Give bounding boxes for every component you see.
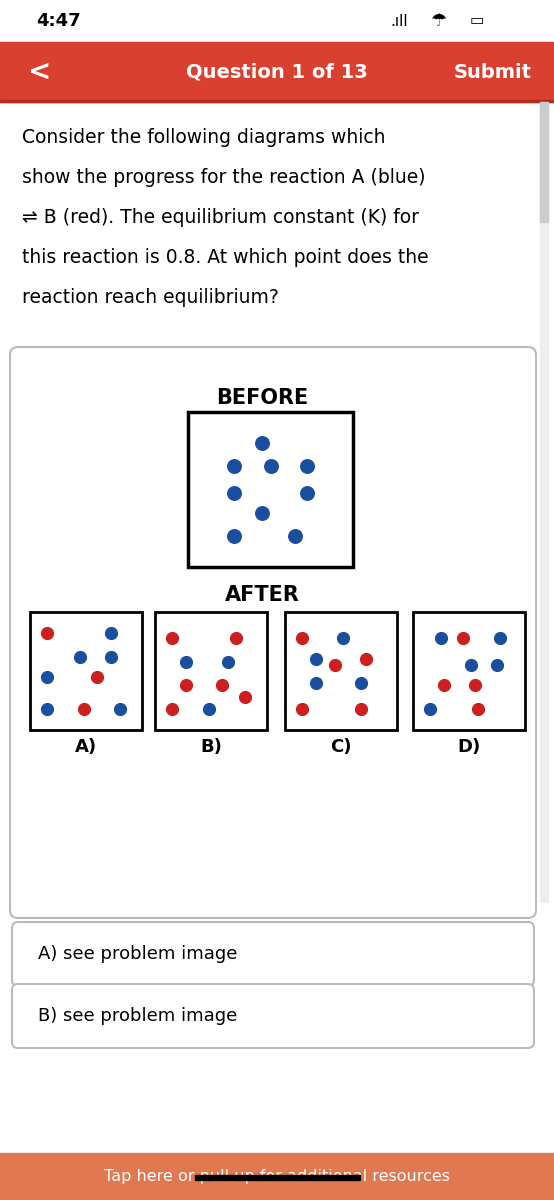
Point [312, 673, 321, 692]
Point [266, 457, 275, 476]
Point [182, 676, 191, 695]
Text: B) see problem image: B) see problem image [38, 1007, 237, 1025]
Text: Question 1 of 13: Question 1 of 13 [186, 62, 368, 82]
Point [425, 700, 434, 719]
Point [302, 482, 311, 502]
Point [115, 700, 124, 719]
Point [218, 676, 227, 695]
Point [440, 676, 449, 695]
Bar [195, 1175, 360, 1180]
Point [167, 700, 176, 719]
Point [106, 624, 115, 643]
Bar [540, 102, 548, 222]
Point [231, 629, 240, 648]
Point [182, 652, 191, 671]
Point [258, 433, 266, 452]
Point [297, 629, 306, 648]
Text: Submit: Submit [454, 62, 532, 82]
Point [437, 629, 445, 648]
Text: A): A) [75, 738, 97, 756]
Text: 4:47: 4:47 [36, 12, 81, 30]
Point [312, 649, 321, 668]
Bar [285, 612, 397, 730]
Bar [0, 42, 554, 102]
Point [331, 655, 340, 674]
Point [240, 688, 249, 707]
Point [106, 647, 115, 666]
Point [467, 655, 476, 674]
Bar [188, 412, 353, 566]
Text: .ıll: .ıll [390, 13, 408, 29]
Text: Consider the following diagrams which: Consider the following diagrams which [22, 128, 386, 146]
Text: C): C) [330, 738, 352, 756]
Point [230, 482, 239, 502]
Bar [0, 1153, 554, 1200]
Point [79, 700, 88, 719]
FancyBboxPatch shape [12, 922, 534, 986]
Point [93, 667, 101, 686]
Text: reaction reach equilibrium?: reaction reach equilibrium? [22, 288, 279, 307]
Point [230, 457, 239, 476]
Text: BEFORE: BEFORE [216, 388, 308, 408]
Text: ☂: ☂ [430, 12, 446, 30]
Point [230, 527, 239, 546]
Text: ⇌ B (red). The equilibrium constant (K) for: ⇌ B (red). The equilibrium constant (K) … [22, 208, 419, 227]
Bar [413, 612, 525, 730]
Text: D): D) [458, 738, 481, 756]
Bar [0, 100, 554, 102]
Bar [155, 612, 267, 730]
Point [302, 457, 311, 476]
Point [223, 652, 232, 671]
Point [339, 629, 348, 648]
Point [361, 649, 370, 668]
Text: B): B) [200, 738, 222, 756]
Point [204, 700, 213, 719]
Text: Tap here or pull up for additional resources: Tap here or pull up for additional resou… [104, 1169, 450, 1183]
Text: <: < [28, 58, 52, 86]
Point [496, 629, 505, 648]
Point [470, 676, 479, 695]
Point [76, 647, 85, 666]
Text: this reaction is 0.8. At which point does the: this reaction is 0.8. At which point doe… [22, 248, 429, 266]
Point [357, 673, 366, 692]
FancyBboxPatch shape [12, 984, 534, 1048]
Point [297, 700, 306, 719]
Point [42, 667, 51, 686]
Text: ▭: ▭ [470, 13, 484, 29]
Text: show the progress for the reaction A (blue): show the progress for the reaction A (bl… [22, 168, 425, 187]
Bar [30, 612, 142, 730]
Point [493, 655, 501, 674]
FancyBboxPatch shape [10, 347, 536, 918]
Point [167, 629, 176, 648]
Point [42, 624, 51, 643]
Point [42, 700, 51, 719]
Point [291, 527, 300, 546]
Point [474, 700, 483, 719]
Bar [0, 0, 554, 42]
Bar [540, 102, 548, 902]
Text: AFTER: AFTER [224, 584, 300, 605]
Point [357, 700, 366, 719]
Text: A) see problem image: A) see problem image [38, 946, 237, 962]
Point [258, 503, 266, 522]
Point [459, 629, 468, 648]
